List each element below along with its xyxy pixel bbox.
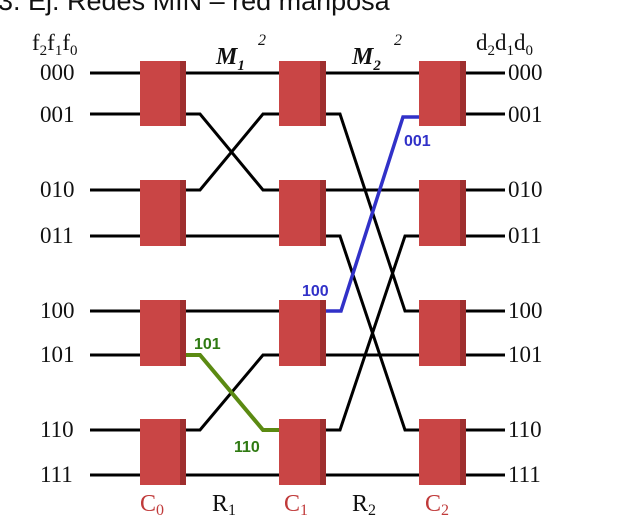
switch-box bbox=[419, 61, 466, 126]
blue-path-start-label: 100 bbox=[302, 283, 329, 300]
green-path-start-label: 101 bbox=[194, 336, 221, 353]
switch-box bbox=[140, 61, 186, 126]
wire-segment bbox=[186, 112, 279, 192]
switch-box bbox=[419, 419, 466, 485]
input-label: 011 bbox=[40, 223, 74, 248]
input-label: 010 bbox=[40, 177, 75, 202]
output-bits-header: d2d1d0 bbox=[476, 30, 533, 59]
input-label: 111 bbox=[40, 462, 73, 487]
blue-path-end-label: 001 bbox=[404, 133, 431, 150]
output-label: 101 bbox=[508, 342, 543, 367]
output-label: 011 bbox=[508, 223, 542, 248]
wire-segment bbox=[326, 234, 419, 432]
output-label: 100 bbox=[508, 298, 543, 323]
rank-label-r2: R2 bbox=[352, 491, 376, 517]
input-bits-header: f2f1f0 bbox=[32, 30, 78, 59]
input-label: 100 bbox=[40, 298, 75, 323]
output-label: 111 bbox=[508, 462, 541, 487]
switch-box bbox=[279, 61, 326, 126]
input-labels: 000 001 010 011 100 101 110 111 bbox=[40, 60, 75, 487]
stage-label-c0: C0 bbox=[140, 491, 164, 517]
matrix-power-m1: 2 bbox=[258, 32, 266, 49]
output-label: 010 bbox=[508, 177, 543, 202]
matrix-label-m2: M2 bbox=[351, 44, 381, 74]
input-label: 101 bbox=[40, 342, 75, 367]
switch-boxes bbox=[140, 61, 466, 485]
output-label: 001 bbox=[508, 102, 543, 127]
stage-label-c1: C1 bbox=[284, 491, 308, 517]
page-title: 3. Ej. Redes MIN – red mariposa bbox=[0, 0, 391, 16]
input-label: 110 bbox=[40, 417, 74, 442]
matrix-label-m1: M1 bbox=[215, 44, 245, 74]
output-label: 110 bbox=[508, 417, 542, 442]
input-label: 000 bbox=[40, 60, 75, 85]
output-label: 000 bbox=[508, 60, 543, 85]
wiring bbox=[90, 71, 505, 477]
highlight-path-green bbox=[186, 353, 279, 432]
output-labels: 000 001 010 011 100 101 110 111 bbox=[508, 60, 543, 487]
input-label: 001 bbox=[40, 102, 75, 127]
switch-box bbox=[140, 180, 186, 246]
switch-box bbox=[140, 419, 186, 485]
stage-label-c2: C2 bbox=[425, 491, 449, 517]
switch-box bbox=[279, 180, 326, 246]
switch-box bbox=[419, 300, 466, 366]
switch-box bbox=[279, 419, 326, 485]
green-path-end-label: 110 bbox=[234, 439, 260, 456]
switch-box bbox=[419, 180, 466, 246]
matrix-power-m2: 2 bbox=[394, 32, 402, 49]
switch-box bbox=[140, 300, 186, 366]
switch-box bbox=[279, 300, 326, 366]
rank-label-r1: R1 bbox=[212, 491, 236, 517]
highlight-path-blue bbox=[326, 115, 419, 313]
